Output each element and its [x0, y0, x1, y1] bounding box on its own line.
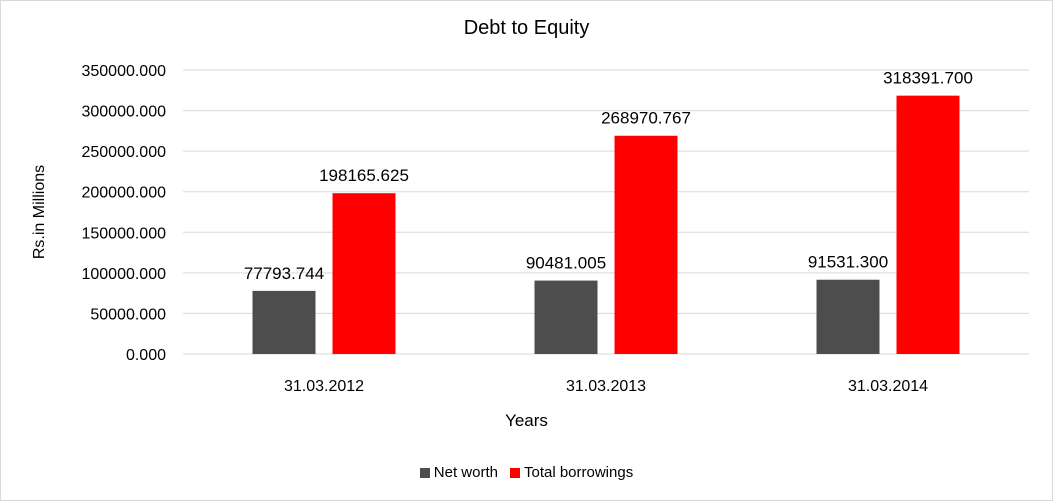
bar-net-worth: [534, 280, 598, 354]
x-axis-label: Years: [505, 411, 548, 430]
x-tick-label: 31.03.2013: [566, 378, 646, 395]
y-tick-label: 350000.000: [81, 63, 166, 80]
x-tick-label: 31.03.2012: [284, 378, 364, 395]
data-label: 318391.700: [883, 69, 973, 88]
legend-label-total-borrowings: Total borrowings: [523, 464, 634, 481]
y-tick-label: 200000.000: [81, 185, 166, 202]
legend-swatch-net-worth: [419, 467, 430, 478]
legend-label-net-worth: Net worth: [433, 464, 498, 481]
y-tick-label: 250000.000: [81, 144, 166, 161]
data-label: 198165.625: [319, 166, 409, 185]
chart-title: Debt to Equity: [463, 17, 590, 39]
y-tick-label: 50000.000: [90, 306, 166, 323]
legend-item-total-borrowings: Total borrowings: [509, 464, 634, 481]
y-tick-label: 100000.000: [81, 266, 166, 283]
x-tick-label: 31.03.2014: [848, 378, 928, 395]
y-tick-label: 300000.000: [81, 104, 166, 121]
data-label: 90481.005: [526, 254, 606, 273]
data-label: 77793.744: [244, 264, 324, 283]
legend-item-net-worth: Net worth: [419, 464, 498, 481]
bar-total-borrowings: [896, 95, 960, 354]
bar-total-borrowings: [332, 193, 396, 354]
data-label: 91531.300: [808, 253, 888, 272]
data-label: 268970.767: [601, 109, 691, 128]
y-tick-label: 0.000: [126, 347, 166, 364]
y-tick-label: 150000.000: [81, 225, 166, 242]
legend-swatch-total-borrowings: [509, 467, 520, 478]
bar-total-borrowings: [614, 135, 678, 354]
legend: Net worth Total borrowings: [1, 464, 1052, 481]
bar-net-worth: [252, 290, 316, 354]
bar-net-worth: [816, 279, 880, 354]
